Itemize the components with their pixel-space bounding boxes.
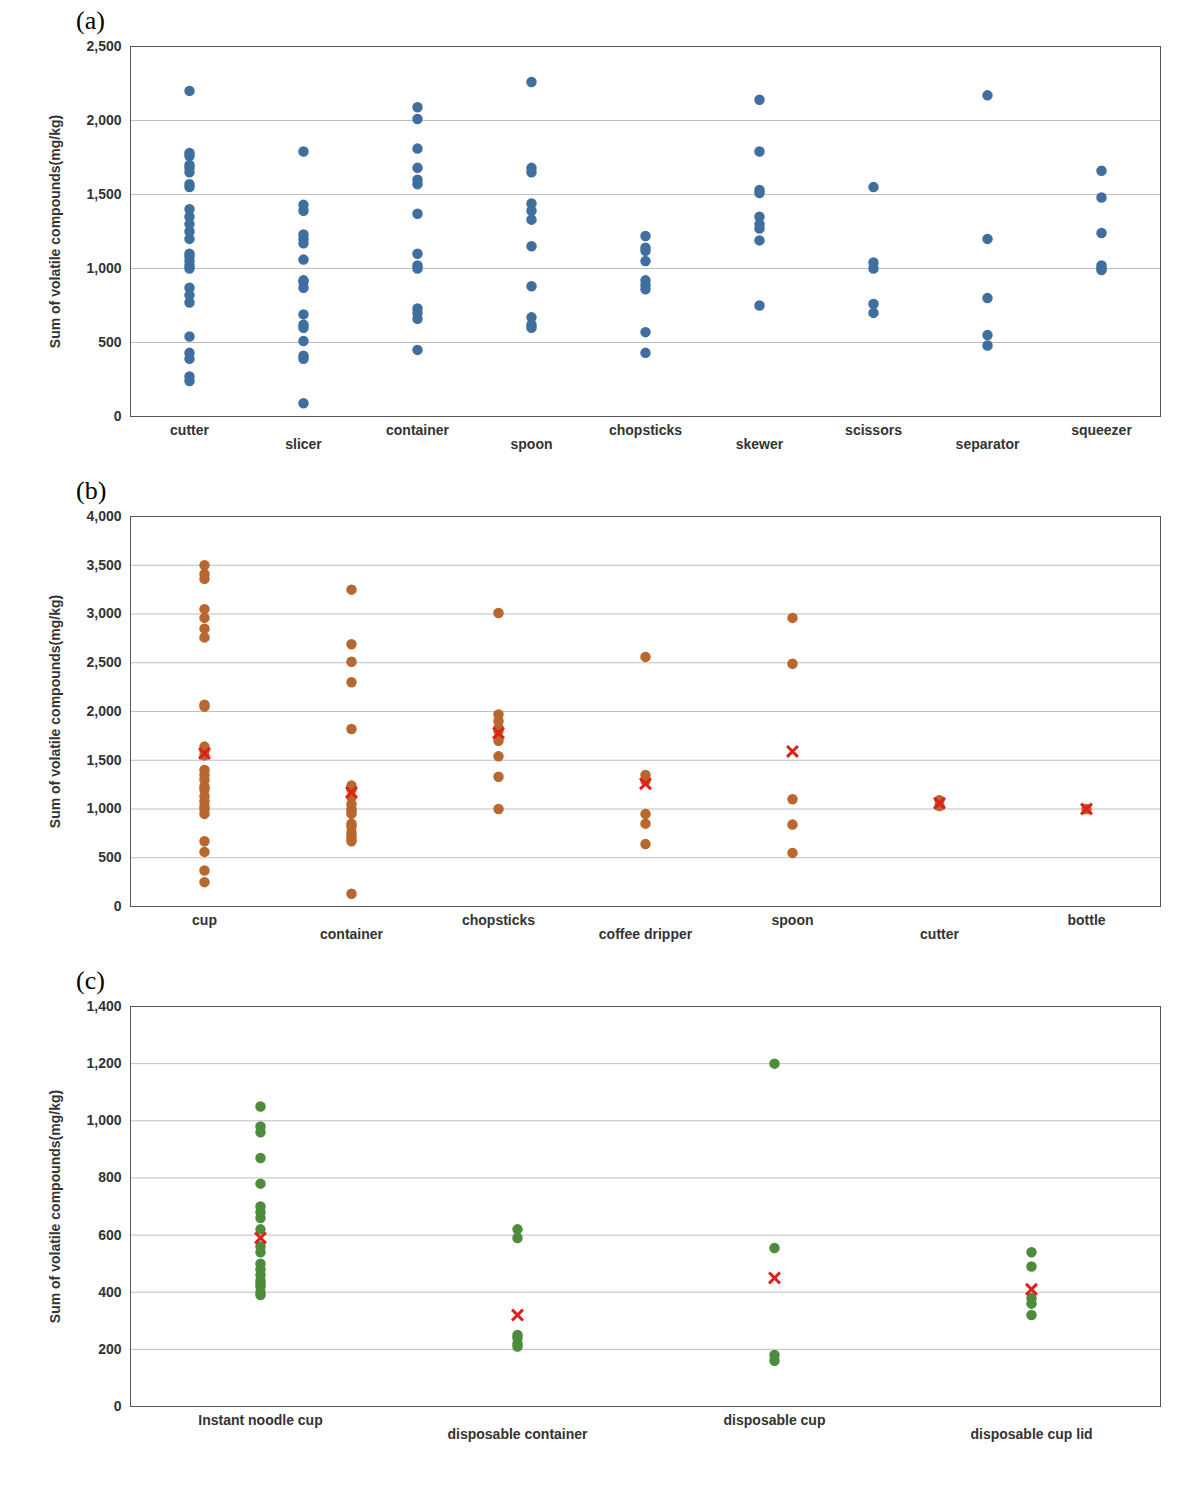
svg-text:squeezer: squeezer bbox=[1071, 422, 1132, 438]
svg-text:2,500: 2,500 bbox=[86, 38, 121, 54]
svg-text:0: 0 bbox=[114, 898, 122, 914]
svg-text:Sum of volatile compounds(mg/k: Sum of volatile compounds(mg/kg) bbox=[47, 595, 63, 828]
svg-text:skewer: skewer bbox=[736, 436, 784, 452]
svg-text:1,500: 1,500 bbox=[86, 186, 121, 202]
svg-text:Sum of volatile compounds(mg/k: Sum of volatile compounds(mg/kg) bbox=[47, 115, 63, 348]
svg-text:coffee dripper: coffee dripper bbox=[599, 926, 693, 942]
svg-text:800: 800 bbox=[98, 1169, 122, 1185]
svg-text:scissors: scissors bbox=[845, 422, 902, 438]
svg-text:disposable cup: disposable cup bbox=[724, 1412, 826, 1428]
svg-text:spoon: spoon bbox=[772, 912, 814, 928]
svg-text:bottle: bottle bbox=[1067, 912, 1105, 928]
html-text:(b): (b) bbox=[76, 476, 107, 505]
svg-text:1,500: 1,500 bbox=[86, 752, 121, 768]
svg-text:0: 0 bbox=[114, 408, 122, 424]
svg-text:cutter: cutter bbox=[170, 422, 209, 438]
svg-text:4,000: 4,000 bbox=[86, 508, 121, 524]
svg-text:400: 400 bbox=[98, 1284, 122, 1300]
svg-text:500: 500 bbox=[98, 849, 122, 865]
svg-text:Instant noodle cup: Instant noodle cup bbox=[198, 1412, 322, 1428]
svg-text:3,500: 3,500 bbox=[86, 557, 121, 573]
svg-text:1,400: 1,400 bbox=[86, 998, 121, 1014]
svg-text:600: 600 bbox=[98, 1227, 122, 1243]
svg-text:separator: separator bbox=[956, 436, 1020, 452]
html-text:(a): (a) bbox=[76, 6, 105, 35]
svg-text:container: container bbox=[386, 422, 450, 438]
svg-text:3,000: 3,000 bbox=[86, 605, 121, 621]
svg-text:2,000: 2,000 bbox=[86, 112, 121, 128]
svg-text:1,200: 1,200 bbox=[86, 1055, 121, 1071]
svg-text:cup: cup bbox=[192, 912, 217, 928]
svg-text:1,000: 1,000 bbox=[86, 800, 121, 816]
html-text:(c): (c) bbox=[76, 966, 105, 995]
svg-text:cutter: cutter bbox=[920, 926, 959, 942]
svg-text:spoon: spoon bbox=[511, 436, 553, 452]
svg-text:slicer: slicer bbox=[285, 436, 322, 452]
svg-text:container: container bbox=[320, 926, 384, 942]
svg-text:2,000: 2,000 bbox=[86, 703, 121, 719]
svg-text:Sum of volatile compounds(mg/k: Sum of volatile compounds(mg/kg) bbox=[47, 1090, 63, 1323]
svg-text:disposable cup lid: disposable cup lid bbox=[970, 1426, 1092, 1442]
svg-text:200: 200 bbox=[98, 1341, 122, 1357]
svg-text:500: 500 bbox=[98, 334, 122, 350]
svg-text:disposable container: disposable container bbox=[447, 1426, 588, 1442]
svg-text:chopsticks: chopsticks bbox=[462, 912, 535, 928]
svg-text:chopsticks: chopsticks bbox=[609, 422, 682, 438]
svg-text:1,000: 1,000 bbox=[86, 260, 121, 276]
svg-text:0: 0 bbox=[114, 1398, 122, 1414]
svg-text:1,000: 1,000 bbox=[86, 1112, 121, 1128]
svg-text:2,500: 2,500 bbox=[86, 654, 121, 670]
